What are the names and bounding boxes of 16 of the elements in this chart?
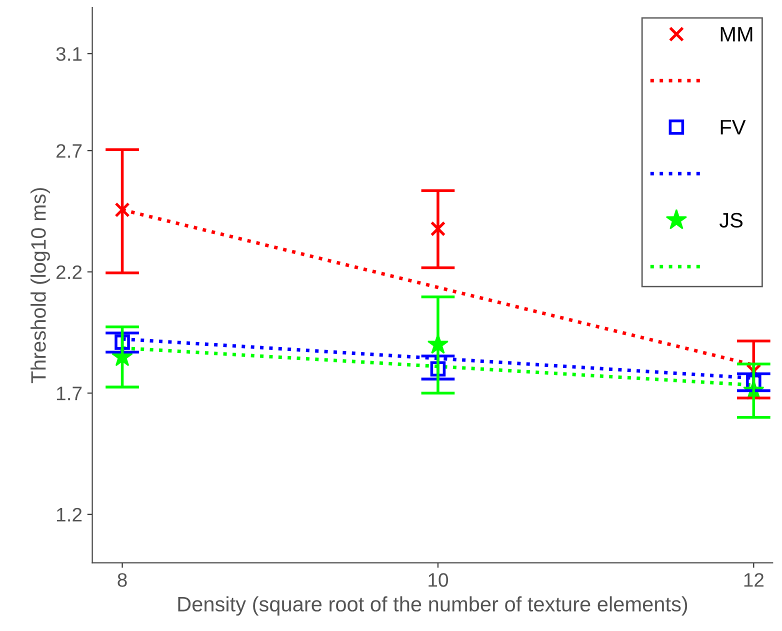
y-axis-title: Threshold (log10 ms) bbox=[30, 188, 50, 384]
y-tick-label: 1.7 bbox=[57, 386, 82, 400]
point bbox=[114, 202, 130, 218]
y-tick-label: 2.7 bbox=[56, 144, 82, 158]
x-axis-title: Density (square root of the number of texture elements) bbox=[178, 596, 688, 616]
legend-label: FV bbox=[720, 120, 746, 134]
legend-label: MM bbox=[720, 27, 752, 42]
x-tick-label: 8 bbox=[118, 573, 127, 587]
y-tick-label: 2.2 bbox=[56, 265, 82, 279]
x-tick-label: 10 bbox=[428, 573, 448, 587]
point bbox=[114, 334, 130, 350]
point bbox=[430, 221, 446, 236]
y-tick-label: 3.1 bbox=[56, 47, 82, 61]
legend-label: JS bbox=[719, 212, 743, 228]
x-tick-label: 12 bbox=[744, 573, 764, 587]
y-tick-label: 1.2 bbox=[57, 508, 82, 522]
